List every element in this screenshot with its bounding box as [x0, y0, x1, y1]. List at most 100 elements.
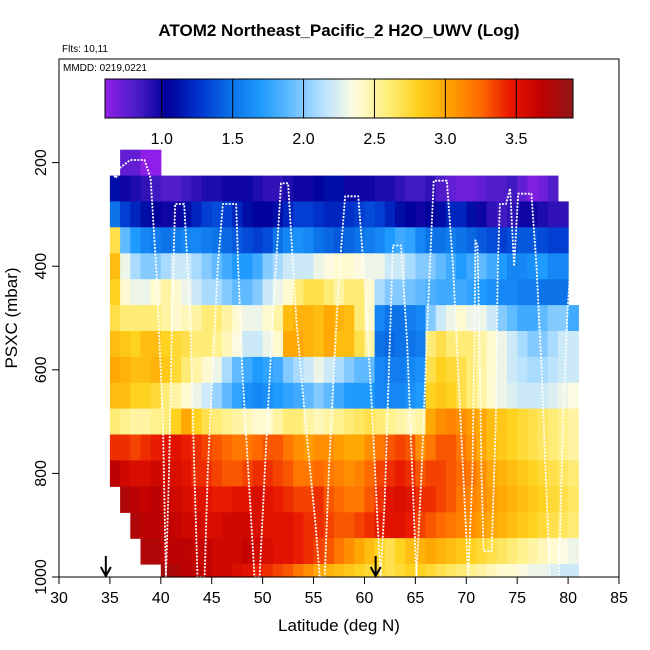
heatmap-cell: [283, 253, 294, 280]
heatmap-cell: [364, 305, 376, 332]
heatmap-cell: [130, 201, 142, 228]
heatmap-cell: [283, 227, 294, 254]
heatmap-cell: [425, 434, 437, 461]
heatmap-cell: [109, 175, 121, 203]
heatmap-cell: [364, 408, 376, 436]
heatmap-cell: [313, 331, 325, 358]
heatmap-cell: [232, 382, 243, 410]
heatmap-cell: [344, 382, 355, 410]
heatmap-cell: [527, 356, 539, 384]
colorbar-segment: [405, 79, 410, 118]
heatmap-cell: [262, 331, 274, 358]
heatmap-cell: [517, 538, 528, 565]
heatmap-cell: [181, 486, 192, 513]
heatmap-cell: [395, 408, 406, 436]
colorbar-segment: [112, 79, 118, 118]
heatmap-cell: [344, 253, 355, 280]
heatmap-cell: [527, 512, 539, 539]
heatmap-cell: [456, 512, 467, 539]
heatmap-cell: [283, 305, 294, 332]
heatmap-cell: [496, 382, 508, 410]
heatmap-cell: [547, 331, 559, 358]
heatmap-cell: [201, 408, 213, 436]
heatmap-cell: [476, 408, 488, 436]
heatmap-cell: [109, 253, 121, 280]
heatmap-cell: [171, 356, 182, 384]
heatmap-cell: [150, 227, 162, 254]
heatmap-cell: [374, 356, 386, 384]
heatmap-cell: [344, 201, 355, 228]
flight-track: [109, 159, 576, 578]
heatmap-cell: [293, 279, 304, 306]
heatmap-cell: [232, 356, 243, 384]
heatmap-cell: [313, 305, 325, 332]
heatmap-cell: [191, 305, 203, 332]
heatmap-cell: [435, 512, 447, 539]
heatmap-cell: [191, 279, 203, 306]
heatmap-cell: [354, 253, 366, 280]
heatmap-cell: [405, 253, 416, 280]
colorbar-segment: [432, 79, 437, 118]
heatmap-cell: [527, 331, 539, 358]
heatmap-cell: [456, 564, 467, 578]
heatmap-cell: [395, 331, 406, 358]
x-tick-label: 40: [152, 590, 170, 607]
heatmap-cell: [160, 201, 172, 228]
colorbar-segment: [175, 79, 180, 118]
heatmap-cell: [486, 227, 498, 254]
heatmap-cell: [120, 408, 131, 436]
colorbar-segment: [303, 79, 309, 118]
heatmap-cell: [283, 201, 294, 228]
heatmap-cell: [252, 331, 264, 358]
heatmap-cell: [517, 356, 528, 384]
heatmap-cell: [313, 201, 325, 228]
heatmap-cell: [507, 486, 518, 513]
colorbar-segment: [354, 79, 359, 118]
heatmap-cell: [486, 382, 498, 410]
heatmap-cell: [171, 305, 182, 332]
heatmap-cell: [568, 564, 579, 578]
heatmap-cell: [181, 356, 192, 384]
heatmap-cell: [415, 486, 427, 513]
colorbar-segment: [272, 79, 278, 118]
heatmap-cell: [527, 175, 539, 203]
heatmap-cell: [364, 512, 376, 539]
heatmap-cell: [211, 253, 223, 280]
heatmap-cell: [395, 201, 406, 228]
heatmap-cell: [313, 434, 325, 461]
heatmap-cell: [507, 538, 518, 565]
colorbar-segment: [358, 79, 363, 118]
heatmap-cell: [262, 356, 274, 384]
heatmap-cell: [486, 486, 498, 513]
heatmap-cell: [283, 512, 294, 539]
heatmap-cell: [232, 201, 243, 228]
heatmap-cell: [354, 434, 366, 461]
heatmap-cell: [242, 253, 254, 280]
heatmap-cell: [313, 356, 325, 384]
dates-label: MMDD: 0219,0221: [63, 63, 147, 74]
x-tick-label: 35: [101, 590, 119, 607]
heatmap-cell: [323, 279, 335, 306]
heatmap-cell: [171, 175, 182, 203]
flights-label: Flts: 10,11: [62, 44, 108, 55]
heatmap-cell: [201, 356, 213, 384]
heatmap-cell: [568, 305, 579, 332]
heatmap-cell: [201, 564, 213, 578]
heatmap-cell: [486, 512, 498, 539]
heatmap-cell: [395, 356, 406, 384]
colorbar-segment: [167, 79, 172, 118]
heatmap-cell: [354, 460, 366, 487]
heatmap-cell: [303, 408, 315, 436]
heatmap-cell: [456, 538, 467, 565]
colorbar-segment: [502, 79, 508, 118]
heatmap-cell: [547, 356, 559, 384]
heatmap-cell: [395, 175, 406, 203]
heatmap-cell: [333, 175, 345, 203]
heatmap-cell: [568, 356, 579, 384]
heatmap-cell: [252, 382, 264, 410]
heatmap-cell: [283, 538, 294, 565]
heatmap-cell: [181, 564, 192, 578]
heatmap-cell: [364, 175, 376, 203]
heatmap-cell: [557, 382, 569, 410]
heatmap-cell: [496, 486, 508, 513]
